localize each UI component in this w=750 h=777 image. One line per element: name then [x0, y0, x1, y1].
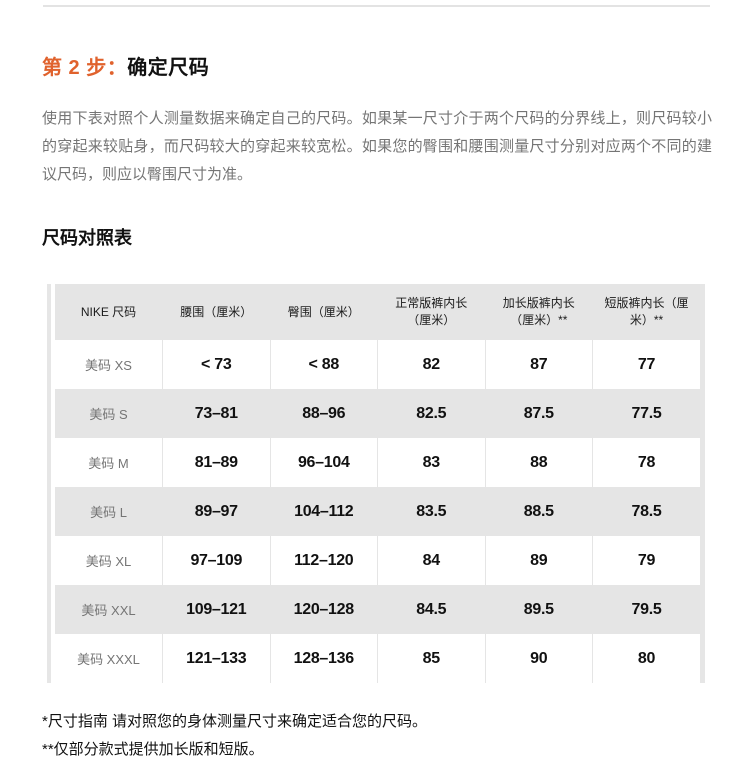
measurement-value-cell: 82	[377, 340, 485, 389]
measurement-value-cell: 83.5	[377, 487, 485, 536]
measurement-value-cell: 83	[377, 438, 485, 487]
column-header: 臀围（厘米）	[269, 284, 378, 340]
measurement-value-cell: 87.5	[484, 389, 593, 438]
measurement-value-cell: 73–81	[162, 389, 270, 438]
measurement-value-cell: 120–128	[269, 585, 378, 634]
table-row: 美码 XS < 73 < 88 82 87 77	[55, 340, 700, 389]
table-row: 美码 S 73–81 88–96 82.5 87.5 77.5	[55, 389, 700, 438]
measurement-value-cell: 88.5	[484, 487, 593, 536]
size-label-cell: 美码 S	[55, 389, 163, 438]
size-label-cell: 美码 XXXL	[77, 652, 140, 667]
size-chart-table: NIKE 尺码 腰围（厘米） 臀围（厘米） 正常版裤内长（厘米） 加长版裤内长（厘米）*…	[55, 284, 700, 683]
measurement-value-cell: 88–96	[269, 389, 378, 438]
table-row: 美码 XXL 109–121 120–128 84.5 89.5 79.5	[55, 585, 700, 634]
measurement-value-cell: 81–89	[162, 438, 270, 487]
measurement-value-cell: 109–121	[162, 585, 270, 634]
table-row: 美码 XXXL 121–133 128–136 85 90 80	[55, 634, 700, 683]
column-header: 短版裤内长（厘米）**	[592, 284, 700, 340]
measurement-value-cell: 84.5	[377, 585, 485, 634]
table-row: 美码 L 89–97 104–112 83.5 88.5 78.5	[55, 487, 700, 536]
measurement-value-cell: 79	[592, 536, 700, 585]
measurement-value-cell: 89.5	[484, 585, 593, 634]
size-chart-title: 尺码对照表	[42, 228, 132, 248]
measurement-value-cell: 90	[484, 634, 593, 683]
measurement-value-cell: 87	[484, 340, 593, 389]
step-heading: 第 2 步：确定尺码	[42, 55, 710, 81]
column-header: NIKE 尺码	[55, 284, 163, 340]
measurement-value-cell: 85	[377, 634, 485, 683]
column-header: 加长版裤内长（厘米）**	[484, 284, 593, 340]
size-label-cell: 美码 XL	[85, 554, 132, 569]
size-label-cell: 美码 XXL	[55, 585, 163, 634]
column-header: 正常版裤内长（厘米）	[377, 284, 485, 340]
measurement-value-cell: 78.5	[592, 487, 700, 536]
measurement-value-cell: 77.5	[592, 389, 700, 438]
measurement-value-cell: 77	[592, 340, 700, 389]
size-chart-table-wrap: NIKE 尺码 腰围（厘米） 臀围（厘米） 正常版裤内长（厘米） 加长版裤内长（厘米）*…	[47, 284, 705, 683]
measurement-value-cell: 97–109	[162, 536, 270, 585]
step-title: 确定尺码	[127, 57, 210, 79]
table-row: 美码 M 81–89 96–104 83 88 78	[55, 438, 700, 487]
measurement-value-cell: 121–133	[162, 634, 270, 683]
note-size-guide: *尺寸指南 请对照您的身体测量尺寸来确定适合您的尺码。	[42, 713, 428, 730]
measurement-value-cell: 84	[377, 536, 485, 585]
measurement-value-cell: < 73	[162, 340, 270, 389]
step-number-label: 第 2 步：	[42, 57, 128, 79]
table-header-row: NIKE 尺码 腰围（厘米） 臀围（厘米） 正常版裤内长（厘米） 加长版裤内长（厘米）*…	[55, 284, 700, 340]
column-header: 腰围（厘米）	[162, 284, 270, 340]
measurement-value-cell: 89–97	[162, 487, 270, 536]
footnotes: *尺寸指南 请对照您的身体测量尺寸来确定适合您的尺码。 **仅部分款式提供加长版…	[42, 708, 710, 764]
measurement-value-cell: < 88	[269, 340, 378, 389]
table-body: 美码 XS < 73 < 88 82 87 77 美码 S 73–81 88–96 82.5 87.…	[55, 340, 700, 683]
note-limited-styles: **仅部分款式提供加长版和短版。	[42, 741, 264, 758]
measurement-value-cell: 96–104	[269, 438, 378, 487]
top-divider	[43, 5, 710, 7]
measurement-value-cell: 112–120	[269, 536, 378, 585]
measurement-value-cell: 80	[592, 634, 700, 683]
intro-paragraph: 使用下表对照个人测量数据来确定自己的尺码。如果某一尺寸介于两个尺码的分界线上，则…	[42, 110, 712, 183]
measurement-value-cell: 128–136	[269, 634, 378, 683]
size-label-cell: 美码 M	[88, 456, 129, 471]
size-label-cell: 美码 L	[55, 487, 163, 536]
measurement-value-cell: 79.5	[592, 585, 700, 634]
table-row: 美码 XL 97–109 112–120 84 89 79	[55, 536, 700, 585]
size-label-cell: 美码 XS	[85, 358, 132, 373]
measurement-value-cell: 104–112	[269, 487, 378, 536]
measurement-value-cell: 88	[484, 438, 593, 487]
measurement-value-cell: 89	[484, 536, 593, 585]
measurement-value-cell: 82.5	[377, 389, 485, 438]
measurement-value-cell: 78	[592, 438, 700, 487]
